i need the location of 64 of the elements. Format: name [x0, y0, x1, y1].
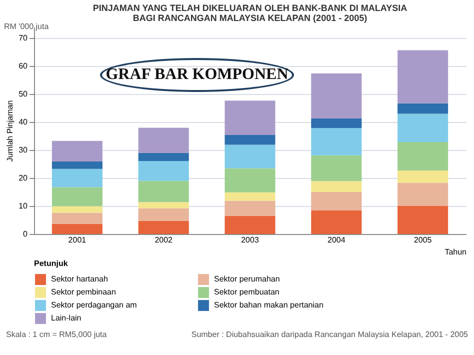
chart-subtitle: BAGI RANCANGAN MALAYSIA KELAPAN (2001 - 2005) [132, 13, 368, 23]
y-tick-label: 20 [18, 174, 28, 183]
y-tick-label: 40 [18, 118, 28, 127]
bar [311, 155, 362, 182]
bar [138, 152, 189, 161]
bar [138, 128, 189, 153]
legend-label: Sektor pembuatan [214, 288, 280, 296]
x-tick-label: 2005 [414, 236, 432, 244]
x-tick-label: 2004 [328, 236, 346, 244]
bar [398, 182, 448, 206]
bar [52, 212, 102, 224]
bar [224, 134, 276, 145]
y-tick-label: 50 [18, 90, 28, 99]
text: Sumber : Diubahsuaikan daripada Rancangan Malaysia Kelapan, 2001 - 2005 [191, 330, 468, 339]
x-axis-title: Tahun [444, 248, 466, 256]
chart-title: PINJAMAN YANG TELAH DIKELUARAN OLEH BANK-BANK DI MALAYSIA [92, 3, 408, 13]
text: Skala : 1 cm = RM5,000 juta [6, 330, 107, 339]
ellipse-outline: GRAF BAR KOMPONEN [100, 58, 294, 92]
legend-label: Lain-lain [51, 314, 82, 322]
legend-label: Sektor perumahan [214, 274, 280, 284]
annotation: RM '000 juta [4, 22, 49, 31]
x-tick-label: 2002 [154, 236, 174, 244]
x-tick-label: 2003 [241, 236, 260, 244]
bar [311, 118, 362, 128]
bar [224, 192, 276, 201]
bar [52, 140, 102, 162]
y-axis-title: Jumlah Pinjaman [6, 100, 15, 162]
legend-label: Sektor pembinaan [51, 288, 116, 296]
y-tick-label: 30 [18, 146, 28, 155]
bar [52, 224, 102, 234]
bar [52, 162, 102, 169]
bar [224, 216, 276, 234]
bar [224, 168, 276, 192]
y-tick-label: 70 [18, 34, 28, 43]
bar [52, 168, 102, 188]
y-tick-label: 10 [18, 202, 28, 211]
bar [398, 50, 448, 104]
bar [224, 144, 276, 168]
x-tick-label: 2001 [68, 236, 87, 244]
bar [311, 192, 362, 210]
bar [398, 206, 448, 234]
bar [311, 73, 362, 118]
y-tick-label: 60 [18, 62, 28, 71]
bar [52, 187, 102, 206]
bar [138, 208, 189, 221]
bar [398, 103, 448, 114]
bar [138, 202, 189, 208]
bar [52, 206, 102, 213]
bar [311, 128, 362, 156]
bar [398, 170, 448, 183]
bar [398, 142, 448, 170]
legend-label: Sektor bahan makan pertanian [214, 300, 324, 310]
y-tick-label: 0 [23, 230, 28, 238]
bar [311, 181, 362, 192]
bar [224, 100, 276, 135]
bar [224, 200, 276, 216]
legend-label: Sektor perdagangan am [51, 300, 138, 310]
legend-title: Petunjuk [34, 259, 68, 268]
bar [138, 160, 189, 181]
bar [138, 180, 189, 202]
bar [398, 114, 448, 142]
legend-label: Sektor hartanah [51, 274, 108, 284]
bar [311, 210, 362, 234]
bar [138, 220, 189, 234]
